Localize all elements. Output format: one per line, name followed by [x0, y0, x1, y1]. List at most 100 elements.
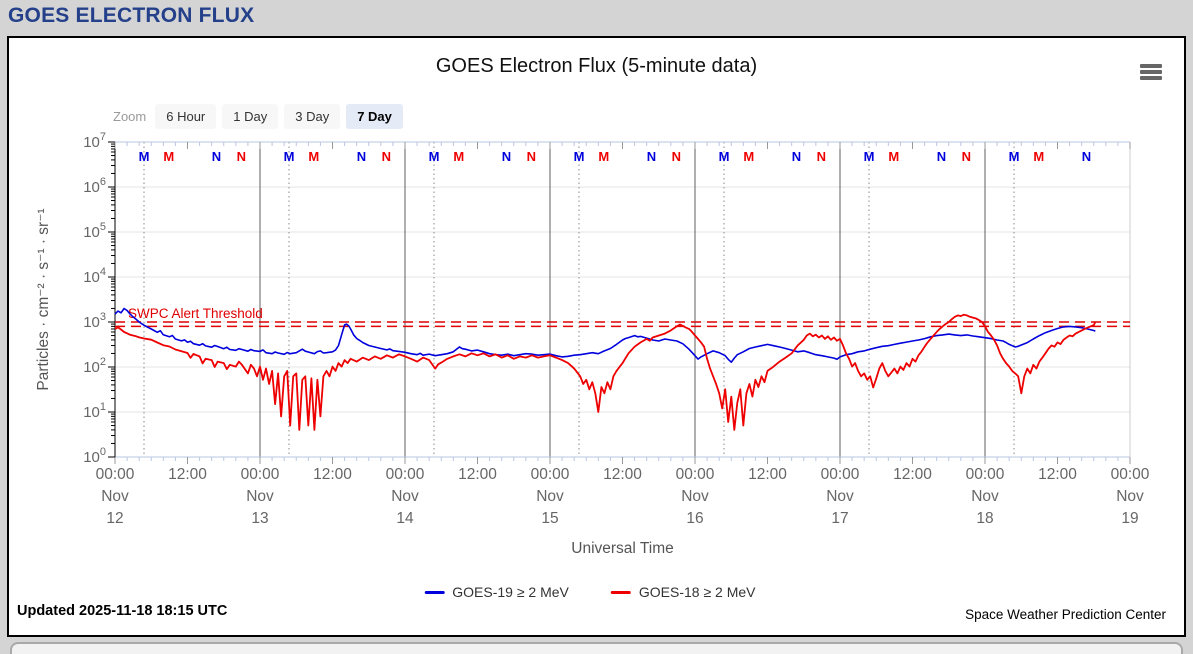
marker-letter: N	[672, 149, 681, 164]
x-tick-month: Nov	[826, 488, 854, 505]
marker-letter: N	[527, 149, 536, 164]
x-tick-time: 00:00	[386, 466, 425, 483]
y-tick-label: 103	[83, 311, 106, 331]
alert-threshold: SWPC Alert Threshold	[115, 306, 1130, 328]
x-tick-month: Nov	[536, 488, 564, 505]
x-tick-time: 12:00	[748, 466, 787, 483]
marker-letter: M	[284, 149, 295, 164]
marker-letter: N	[1082, 149, 1091, 164]
marker-letter: M	[139, 149, 150, 164]
marker-letter: M	[743, 149, 754, 164]
x-tick-time: 12:00	[313, 466, 352, 483]
page-title: GOES ELECTRON FLUX	[8, 4, 255, 27]
x-tick-time: 00:00	[96, 466, 135, 483]
x-tick-day: 15	[541, 510, 558, 527]
x-tick-month: Nov	[681, 488, 709, 505]
x-tick-time: 12:00	[458, 466, 497, 483]
threshold-label: SWPC Alert Threshold	[128, 306, 263, 321]
marker-letter: M	[719, 149, 730, 164]
marker-letter: M	[163, 149, 174, 164]
marker-letter: N	[817, 149, 826, 164]
marker-letter: M	[864, 149, 875, 164]
y-tick-label: 104	[83, 266, 106, 286]
marker-letter: N	[937, 149, 946, 164]
range-selector: Zoom 6 Hour 1 Day 3 Day 7 Day	[113, 104, 403, 129]
legend: GOES-19 ≥ 2 MeV GOES-18 ≥ 2 MeV	[424, 584, 756, 600]
x-axis-title: Universal Time	[571, 540, 674, 557]
x-tick-day: 17	[831, 510, 848, 527]
marker-letter: M	[1033, 149, 1044, 164]
zoom-button-1-day[interactable]: 1 Day	[222, 104, 279, 129]
legend-swatch-goes-18	[610, 590, 631, 594]
x-tick-month: Nov	[391, 488, 419, 505]
zoom-button-7-day[interactable]: 7 Day	[346, 104, 403, 129]
x-tick-month: Nov	[1116, 488, 1144, 505]
grid-lines	[115, 142, 1130, 457]
marker-letter: M	[453, 149, 464, 164]
x-tick-time: 00:00	[966, 466, 1005, 483]
zoom-label: Zoom	[113, 109, 147, 124]
x-tick-day: 19	[1121, 510, 1138, 527]
legend-swatch-goes-19	[424, 590, 445, 594]
marker-letter: N	[647, 149, 656, 164]
y-tick-label: 102	[83, 356, 106, 376]
x-tick-day: 12	[106, 510, 123, 527]
marker-letter: N	[237, 149, 246, 164]
menu-bar	[1140, 64, 1162, 68]
x-tick-time: 00:00	[531, 466, 570, 483]
marker-letter: N	[212, 149, 221, 164]
marker-letter: M	[598, 149, 609, 164]
x-tick-month: Nov	[101, 488, 129, 505]
y-tick-label: 100	[83, 446, 106, 466]
marker-letter: N	[502, 149, 511, 164]
chart-panel: SWPC Alert Threshold M M N N M M N N M M N N M M N N M M N N…	[7, 36, 1186, 637]
marker-letter: M	[574, 149, 585, 164]
chart-title: GOES Electron Flux (5-minute data)	[435, 55, 758, 77]
y-tick-label: 105	[83, 221, 106, 241]
marker-letter: M	[308, 149, 319, 164]
legend-item-goes-18[interactable]: GOES-18 ≥ 2 MeV	[610, 584, 756, 600]
marker-letter: M	[429, 149, 440, 164]
marker-letter: N	[962, 149, 971, 164]
y-tick-label: 106	[83, 176, 106, 196]
x-tick-time: 00:00	[676, 466, 715, 483]
y-axis-title: Particles · cm⁻² · s⁻¹ · sr⁻¹	[35, 208, 52, 390]
x-tick-day: 14	[396, 510, 414, 527]
x-tick-time: 00:00	[1111, 466, 1150, 483]
x-tick-time: 00:00	[821, 466, 860, 483]
series-line-goes-19	[114, 307, 1096, 364]
x-tick-time: 12:00	[168, 466, 207, 483]
y-tick-label: 101	[83, 401, 106, 421]
legend-item-goes-19[interactable]: GOES-19 ≥ 2 MeV	[424, 584, 569, 600]
axes	[108, 141, 1131, 464]
x-axis-labels: 00:00 Nov 12 12:00 00:00 Nov 13 12:00 00:00 Nov 14…	[96, 466, 1150, 527]
x-tick-time: 12:00	[603, 466, 642, 483]
y-tick-label: 107	[83, 131, 106, 151]
x-tick-day: 13	[251, 510, 268, 527]
menu-bar	[1140, 70, 1162, 74]
top-header-bar: GOES ELECTRON FLUX	[0, 0, 1193, 34]
marker-letter: N	[792, 149, 801, 164]
x-tick-month: Nov	[246, 488, 274, 505]
marker-letter: M	[1009, 149, 1020, 164]
marker-letter: M	[888, 149, 899, 164]
credit-text: Space Weather Prediction Center	[965, 607, 1166, 622]
marker-letter: N	[382, 149, 391, 164]
x-tick-day: 18	[976, 510, 993, 527]
menu-bar	[1140, 76, 1162, 80]
x-tick-time: 12:00	[893, 466, 932, 483]
x-tick-time: 00:00	[241, 466, 280, 483]
legend-label-goes-19: GOES-19 ≥ 2 MeV	[452, 584, 569, 600]
next-panel-edge	[10, 642, 1183, 654]
hamburger-menu-icon[interactable]	[1140, 64, 1162, 80]
marker-letter: N	[357, 149, 366, 164]
x-tick-day: 16	[686, 510, 703, 527]
zoom-button-6-hour[interactable]: 6 Hour	[155, 104, 217, 129]
series-line-goes-18	[114, 313, 1097, 431]
y-axis-labels: 100 101 102 103 104 105 106 107	[83, 131, 106, 466]
legend-label-goes-18: GOES-18 ≥ 2 MeV	[638, 584, 756, 600]
zoom-button-3-day[interactable]: 3 Day	[284, 104, 341, 129]
